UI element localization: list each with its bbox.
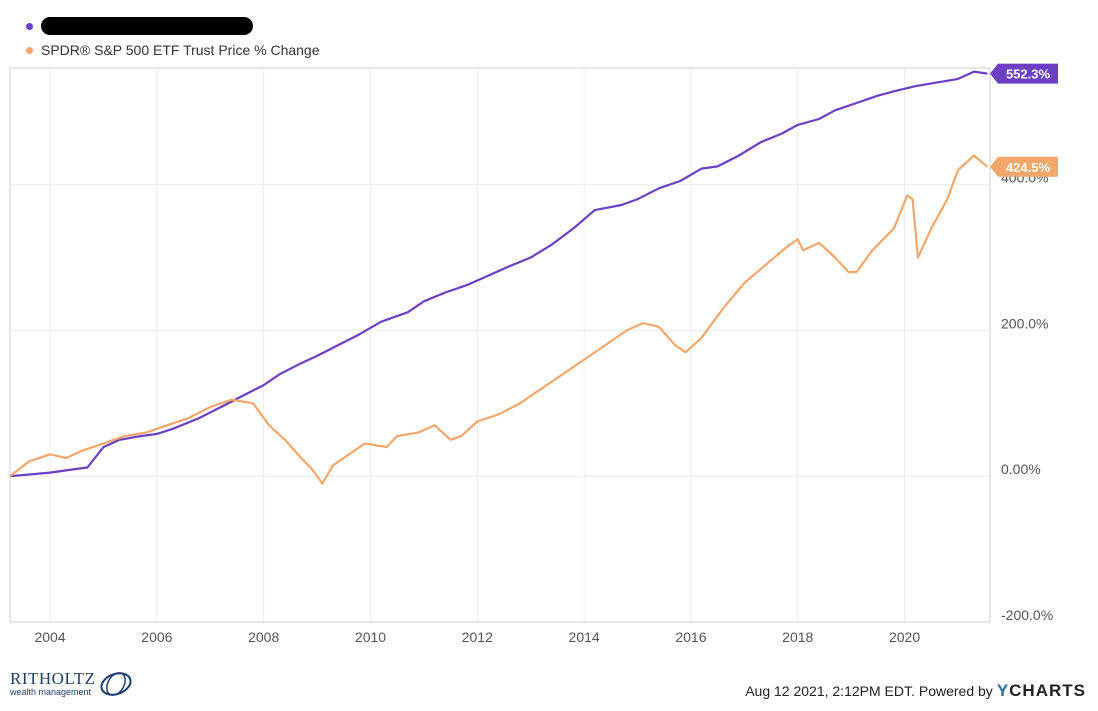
legend-dot-series-1 bbox=[26, 22, 33, 30]
y-tick-label: -200.0% bbox=[1001, 607, 1053, 623]
legend-item-series-1 bbox=[26, 17, 253, 35]
logo-subtitle: wealth management bbox=[10, 687, 92, 697]
end-label-box bbox=[990, 156, 1058, 177]
series-end-labels: 552.3% 424.5% bbox=[990, 63, 1058, 177]
x-tick-label: 2004 bbox=[34, 629, 65, 645]
chart-grid bbox=[10, 68, 990, 623]
y-tick-label: 200.0% bbox=[1001, 315, 1048, 331]
x-tick-label: 2006 bbox=[141, 629, 172, 645]
x-tick-label: 2010 bbox=[355, 629, 386, 645]
redacted-series-label bbox=[41, 17, 253, 35]
x-tick-label: 2016 bbox=[675, 629, 706, 645]
ycharts-text: CHARTS bbox=[1009, 681, 1086, 700]
x-tick-label: 2012 bbox=[462, 629, 493, 645]
footer-timestamp: Aug 12 2021, 2:12PM EDT. bbox=[745, 683, 915, 699]
y-axis-ticks: -200.0%0.00%200.0%400.0% bbox=[1001, 170, 1053, 623]
x-tick-label: 2014 bbox=[569, 629, 600, 645]
end-label-series-1: 552.3% bbox=[990, 63, 1058, 84]
logo-name: RITHOLTZ bbox=[10, 669, 96, 688]
end-label-text: 424.5% bbox=[1006, 160, 1051, 175]
chart-series bbox=[9, 70, 989, 485]
series-line-2 bbox=[9, 154, 989, 485]
x-tick-label: 2008 bbox=[248, 629, 279, 645]
legend-item-series-2: SPDR® S&P 500 ETF Trust Price % Change bbox=[26, 42, 320, 58]
ycharts-logo[interactable]: YCHARTS bbox=[997, 681, 1086, 701]
legend-label-series-2: SPDR® S&P 500 ETF Trust Price % Change bbox=[41, 42, 320, 58]
end-label-text: 552.3% bbox=[1006, 67, 1051, 82]
ycharts-y: Y bbox=[996, 681, 1010, 700]
logo-swirl-icon bbox=[100, 672, 132, 696]
y-tick-label: 0.00% bbox=[1001, 461, 1041, 477]
series-line-1 bbox=[9, 70, 988, 478]
x-tick-label: 2020 bbox=[889, 629, 920, 645]
legend-dot-series-2 bbox=[26, 46, 33, 54]
x-tick-label: 2018 bbox=[782, 629, 813, 645]
end-label-box bbox=[990, 63, 1058, 84]
ritholtz-logo: RITHOLTZ wealth management bbox=[10, 669, 134, 699]
plot-frame bbox=[9, 67, 991, 623]
footer-powered-by: Powered by bbox=[918, 683, 993, 699]
x-axis-ticks: 2004 2006 2008 2010 2012 2014 2016 2018 2020 bbox=[34, 629, 920, 645]
footer-attribution: Aug 12 2021, 2:12PM EDT. Powered by YCHA… bbox=[745, 681, 1086, 701]
end-label-series-2: 424.5% bbox=[990, 156, 1058, 177]
